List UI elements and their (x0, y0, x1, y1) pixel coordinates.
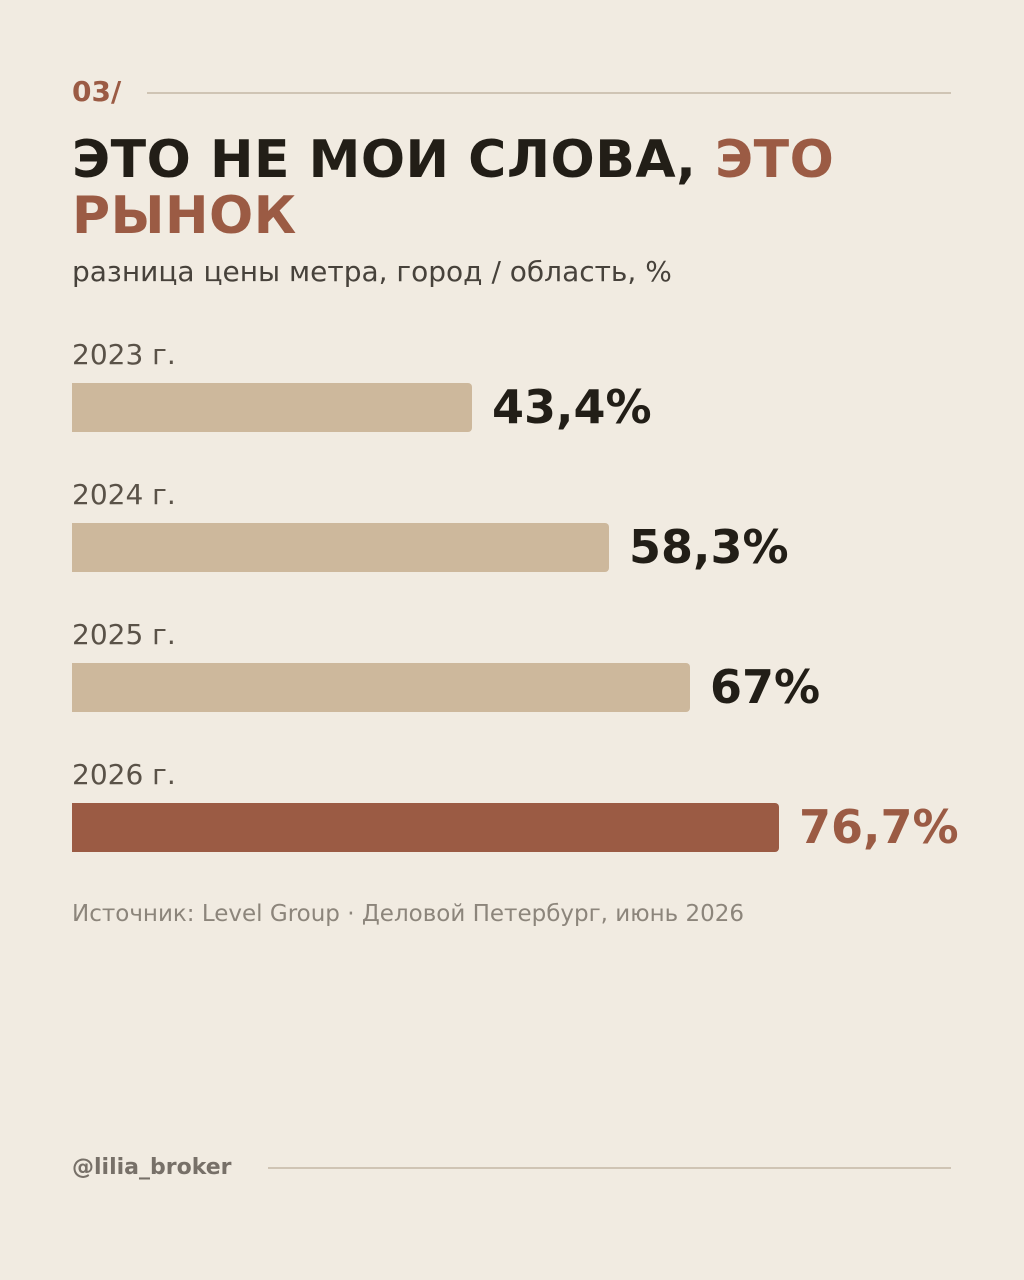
source-note: Источник: Level Group · Деловой Петербур… (72, 901, 745, 927)
bar (72, 803, 779, 852)
bar-value-label: 76,7% (799, 800, 959, 854)
author-handle: @lilia_broker (72, 1155, 232, 1180)
bar-category-label: 2025 г. (72, 618, 176, 651)
bar-value-label: 58,3% (629, 520, 789, 574)
title-accent: ЭТО РЫНОК (72, 130, 835, 246)
bottom-divider (268, 1167, 951, 1169)
bar (72, 663, 690, 712)
bar-category-label: 2023 г. (72, 338, 176, 371)
slide-number: 03/ (72, 75, 122, 108)
page-title: ЭТО НЕ МОИ СЛОВА, ЭТО РЫНОК (72, 132, 952, 244)
bar (72, 523, 609, 572)
bar-value-label: 67% (710, 660, 821, 714)
bar (72, 383, 472, 432)
title-main: ЭТО НЕ МОИ СЛОВА, (72, 130, 715, 190)
bar-value-label: 43,4% (492, 380, 652, 434)
bar-category-label: 2026 г. (72, 758, 176, 791)
top-divider (147, 92, 951, 94)
chart-subtitle: разница цены метра, город / область, % (72, 255, 672, 288)
bar-category-label: 2024 г. (72, 478, 176, 511)
